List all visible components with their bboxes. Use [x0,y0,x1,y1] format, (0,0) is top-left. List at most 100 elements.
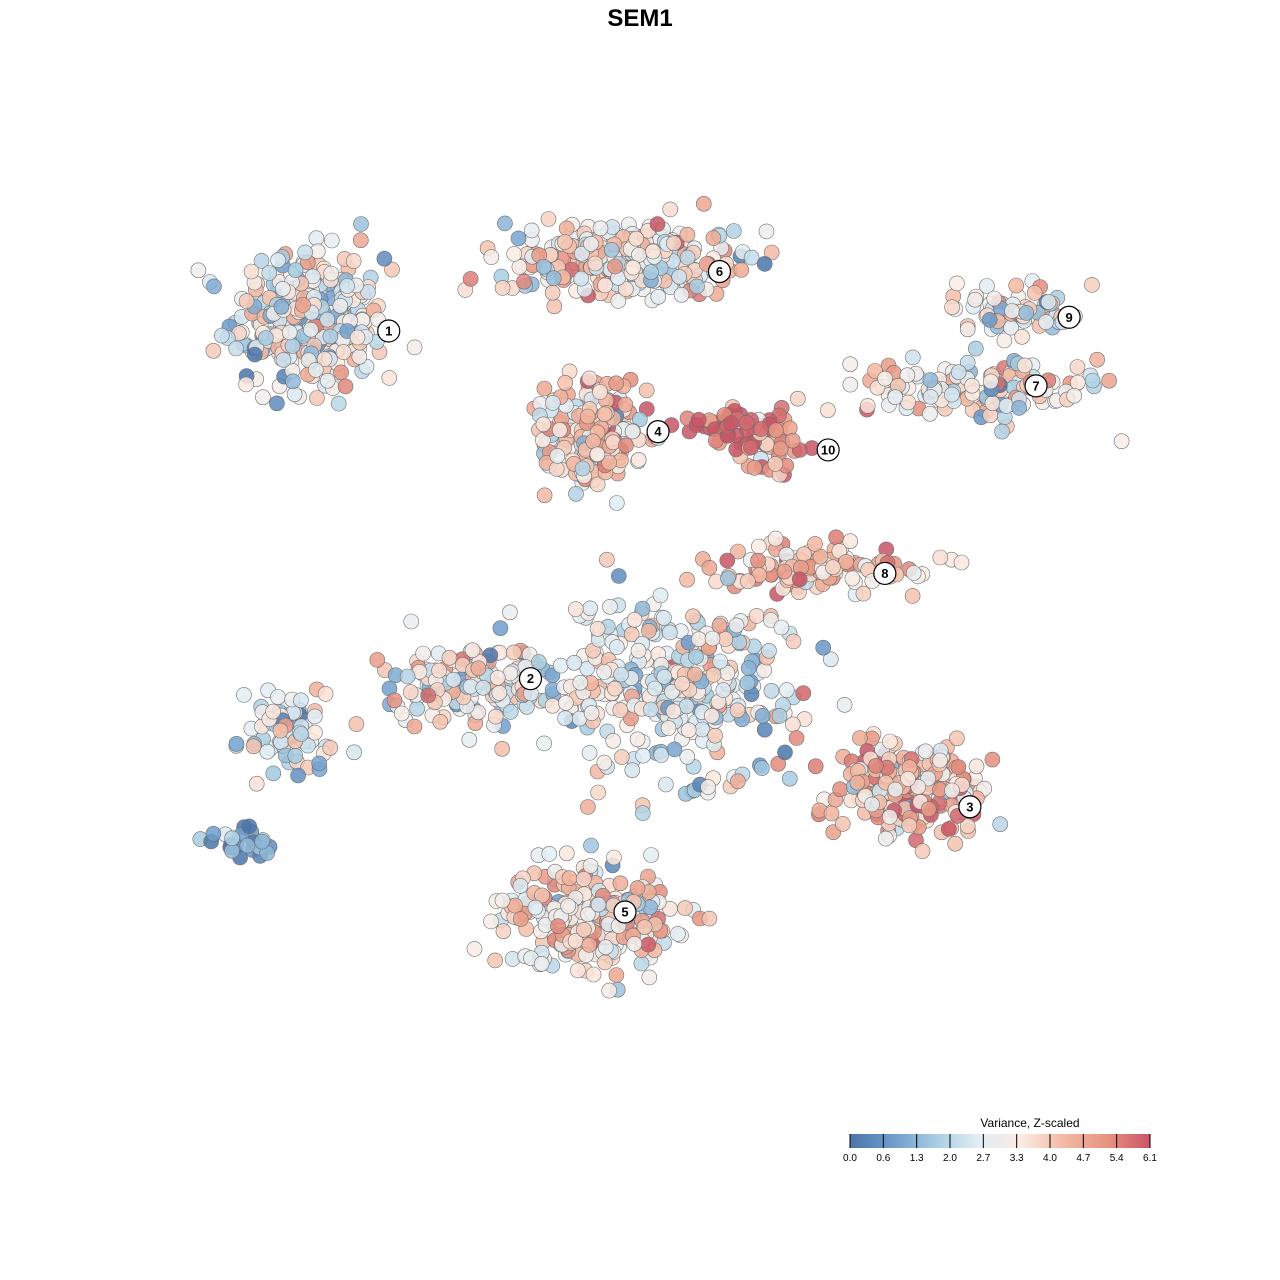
data-point [255,389,271,406]
data-point [349,329,366,346]
data-point [228,340,244,357]
data-point [466,941,483,957]
data-point [1038,314,1054,330]
data-point [602,598,618,615]
data-point [557,374,574,391]
data-point [612,875,629,892]
data-point [788,730,805,746]
data-point [789,390,806,407]
data-point [882,733,898,750]
data-point [261,265,278,281]
data-point [544,284,561,301]
data-point [570,962,586,979]
data-point [660,720,677,736]
data-point [979,278,995,294]
data-point [589,476,606,493]
data-point [556,234,573,250]
cluster-label-7: 7 [1024,374,1048,398]
cluster-labels-layer: 1 2 3 4 5 6 7 8 9 10 [377,259,1081,924]
data-point [984,751,1001,768]
data-point [626,935,643,952]
data-point [597,954,613,971]
data-point [1084,277,1100,293]
data-point [743,249,760,266]
data-point [781,770,798,787]
data-point [257,330,274,346]
legend-tick-label: 4.0 [1043,1153,1057,1164]
data-point [491,685,508,701]
cluster-label-badge [707,259,732,284]
data-point [306,708,323,725]
data-point [599,551,615,568]
cluster-label-4: 4 [646,420,670,444]
data-point [308,230,325,246]
data-point [815,639,832,656]
data-point [899,367,916,384]
data-point [656,610,672,626]
legend-tick-label: 3.3 [1010,1153,1024,1164]
data-point [1070,374,1086,391]
data-point [940,821,957,837]
data-point [633,955,650,972]
data-point [272,722,289,739]
data-point [549,448,566,464]
data-point [671,268,688,285]
legend-tick-label: 5.4 [1110,1153,1124,1164]
data-point [947,835,964,852]
data-point [590,784,606,801]
data-point [754,707,771,724]
legend-gradient [850,1134,1150,1148]
data-point [772,440,789,457]
data-point [677,900,693,916]
data-point [224,830,240,847]
data-point [352,232,369,248]
data-point [662,201,679,218]
data-point [483,913,499,930]
data-point [384,261,400,278]
data-point [711,617,728,634]
data-point [701,910,718,927]
data-point [877,370,893,387]
data-point [568,485,584,502]
cluster-label-badge [873,561,897,586]
data-point [573,245,590,262]
data-point [295,297,311,313]
cluster-label-text: 5 [621,905,628,920]
data-point [585,433,601,450]
data-point [624,762,641,779]
data-point [959,818,976,835]
data-point [994,423,1010,440]
data-point [877,830,894,847]
data-point [254,833,270,850]
data-point [592,220,609,237]
data-point [545,270,562,287]
data-point [855,585,872,602]
data-point [905,565,922,581]
data-point [265,703,281,720]
data-point [535,258,552,275]
data-point [756,721,773,738]
data-point [690,411,707,428]
data-point [572,674,589,691]
data-point [546,298,563,315]
data-point [1018,305,1035,321]
data-point [740,660,757,676]
data-point [287,748,304,764]
data-point [720,570,736,587]
cluster-label-text: 4 [654,424,662,439]
data-point [506,246,523,262]
data-point [723,415,739,432]
data-point [596,754,613,771]
data-point [303,321,319,338]
data-point [914,843,931,859]
cluster-label-text: 6 [716,264,723,279]
data-point [852,730,868,746]
data-point [964,377,980,394]
cluster-label-text: 1 [385,323,392,338]
cluster-label-badge [518,667,543,691]
data-point [557,710,573,727]
data-point [967,291,983,308]
data-point [825,559,841,576]
data-point [623,626,640,643]
data-point [243,263,260,280]
